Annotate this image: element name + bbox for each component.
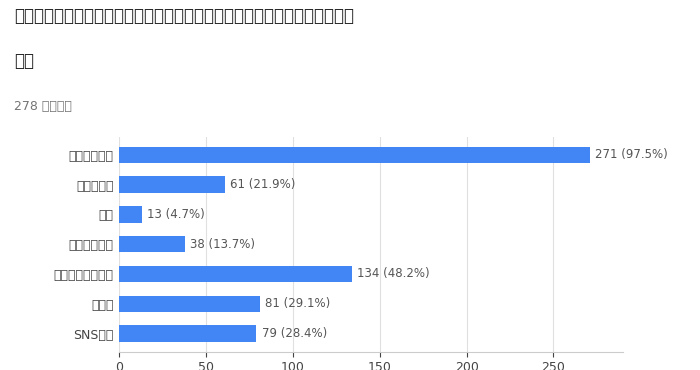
Text: 81 (29.1%): 81 (29.1%) — [265, 297, 330, 310]
Bar — [119, 325, 256, 342]
Text: 13 (4.7%): 13 (4.7%) — [147, 208, 204, 221]
Text: 278 件の回答: 278 件の回答 — [14, 100, 72, 113]
Bar — [119, 236, 185, 252]
Text: 79 (28.4%): 79 (28.4%) — [262, 327, 327, 340]
Text: 61 (21.9%): 61 (21.9%) — [230, 178, 295, 191]
Bar — [119, 147, 590, 163]
Text: 271 (97.5%): 271 (97.5%) — [595, 148, 668, 161]
Text: 134 (48.2%): 134 (48.2%) — [357, 268, 430, 280]
Bar — [119, 206, 141, 223]
Bar — [119, 266, 352, 282]
Bar — [119, 176, 225, 193]
Text: 38 (13.7%): 38 (13.7%) — [190, 238, 256, 251]
Text: 可）: 可） — [14, 52, 34, 70]
Text: 次のうち、パソコンで入力（記録）するものを教えてください。（複数回答: 次のうち、パソコンで入力（記録）するものを教えてください。（複数回答 — [14, 7, 354, 26]
Bar — [119, 296, 260, 312]
